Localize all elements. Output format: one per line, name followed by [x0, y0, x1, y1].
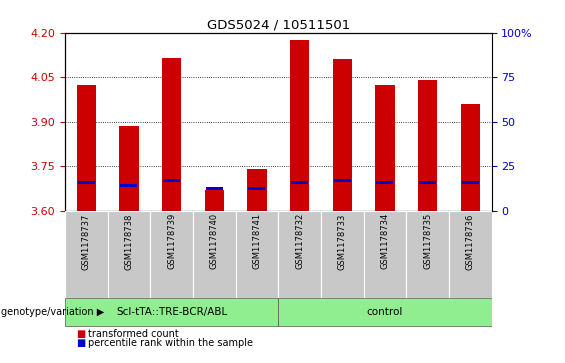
Bar	[247, 169, 267, 211]
Bar	[193, 211, 236, 298]
Text: GSM1178737: GSM1178737	[82, 213, 91, 270]
Text: ■: ■	[76, 329, 85, 339]
Bar	[462, 181, 479, 184]
Text: GSM1178735: GSM1178735	[423, 213, 432, 269]
Bar	[334, 179, 351, 182]
Bar	[333, 59, 352, 211]
Bar	[376, 181, 393, 184]
Bar	[406, 211, 449, 298]
Text: GSM1178733: GSM1178733	[338, 213, 347, 270]
Text: ■: ■	[76, 338, 85, 348]
Title: GDS5024 / 10511501: GDS5024 / 10511501	[207, 19, 350, 32]
Bar	[418, 80, 437, 211]
Bar	[107, 211, 150, 298]
Text: genotype/variation ▶: genotype/variation ▶	[1, 307, 105, 317]
Bar	[119, 126, 138, 211]
Bar	[449, 211, 492, 298]
Bar	[290, 40, 309, 211]
Text: GSM1178741: GSM1178741	[253, 213, 262, 269]
Bar	[249, 187, 266, 190]
Text: GSM1178739: GSM1178739	[167, 213, 176, 269]
Bar	[279, 211, 321, 298]
Bar	[375, 85, 394, 211]
Text: GSM1178738: GSM1178738	[124, 213, 133, 270]
Bar	[236, 211, 278, 298]
Text: percentile rank within the sample: percentile rank within the sample	[88, 338, 253, 348]
Bar	[279, 298, 492, 326]
Bar	[291, 181, 308, 184]
Bar	[65, 211, 107, 298]
Bar	[150, 211, 193, 298]
Bar	[162, 58, 181, 211]
Bar	[163, 179, 180, 182]
Bar	[364, 211, 406, 298]
Text: GSM1178736: GSM1178736	[466, 213, 475, 270]
Bar	[419, 181, 436, 184]
Bar	[205, 190, 224, 211]
Bar	[321, 211, 364, 298]
Bar	[65, 298, 278, 326]
Bar	[460, 104, 480, 211]
Text: control: control	[367, 307, 403, 317]
Text: GSM1178732: GSM1178732	[295, 213, 304, 269]
Text: transformed count: transformed count	[88, 329, 179, 339]
Bar	[120, 184, 137, 187]
Bar	[78, 181, 95, 184]
Text: GSM1178734: GSM1178734	[380, 213, 389, 269]
Text: GSM1178740: GSM1178740	[210, 213, 219, 269]
Bar	[77, 85, 96, 211]
Text: Scl-tTA::TRE-BCR/ABL: Scl-tTA::TRE-BCR/ABL	[116, 307, 227, 317]
Bar	[206, 187, 223, 190]
